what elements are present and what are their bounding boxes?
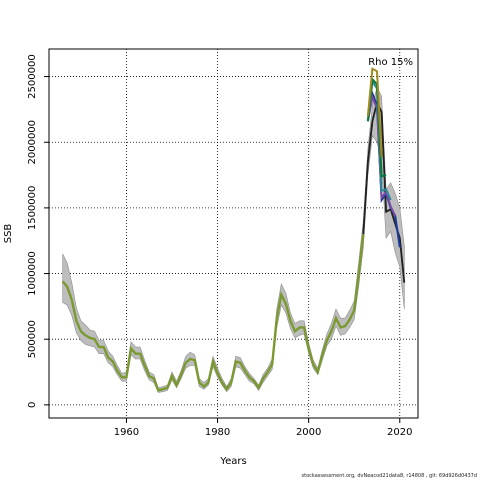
series-line-peel-2 — [366, 94, 397, 217]
series-line-base — [62, 100, 406, 392]
y-axis: 0 500000 1000000 1500000 2000000 2500000 — [27, 54, 49, 408]
y-tick-label: 1500000 — [27, 186, 38, 231]
plot-frame — [48, 48, 419, 419]
confidence-band — [62, 86, 405, 393]
series-line-history — [61, 234, 365, 392]
x-axis-title: Years — [219, 456, 246, 467]
rho-annotation: Rho 15% — [368, 57, 413, 68]
band-area — [62, 86, 405, 393]
footer-credit: stockassessment.org, dvNeacod21data8, r1… — [301, 473, 477, 479]
y-tick-label: 1000000 — [27, 251, 38, 296]
y-tick-label: 2000000 — [27, 120, 38, 165]
x-tick-label: 1980 — [205, 427, 230, 438]
y-tick-label: 0 — [27, 402, 38, 408]
y-tick-label: 500000 — [27, 320, 38, 358]
y-tick-label: 2500000 — [27, 54, 38, 99]
x-tick-label: 2000 — [296, 427, 321, 438]
series-lines — [61, 67, 406, 392]
series-line-peel-5 — [366, 67, 383, 157]
x-tick-label: 2020 — [387, 427, 412, 438]
x-tick-label: 1960 — [114, 427, 139, 438]
y-axis-title: SSB — [3, 224, 14, 244]
x-axis: 1960 1980 2000 2020 — [114, 418, 413, 438]
